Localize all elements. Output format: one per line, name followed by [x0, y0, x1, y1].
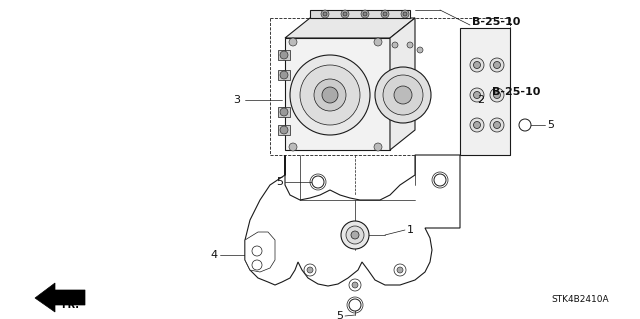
Circle shape — [363, 12, 367, 16]
Circle shape — [304, 264, 316, 276]
Circle shape — [434, 174, 446, 186]
Circle shape — [343, 12, 347, 16]
Circle shape — [490, 88, 504, 102]
Text: 5: 5 — [276, 177, 283, 187]
Polygon shape — [285, 38, 390, 150]
Circle shape — [300, 65, 360, 125]
Circle shape — [352, 282, 358, 288]
Circle shape — [346, 226, 364, 244]
Circle shape — [280, 108, 288, 116]
Polygon shape — [35, 283, 85, 312]
Polygon shape — [460, 28, 510, 155]
Circle shape — [289, 143, 297, 151]
Circle shape — [470, 88, 484, 102]
Circle shape — [493, 92, 500, 99]
Circle shape — [397, 267, 403, 273]
Circle shape — [470, 118, 484, 132]
Circle shape — [321, 10, 329, 18]
Text: B-25-10: B-25-10 — [492, 87, 540, 97]
Text: STK4B2410A: STK4B2410A — [551, 295, 609, 305]
Polygon shape — [245, 232, 275, 272]
Circle shape — [383, 75, 423, 115]
Bar — [278, 107, 290, 117]
Bar — [278, 125, 290, 135]
Circle shape — [490, 58, 504, 72]
Bar — [278, 70, 290, 80]
Circle shape — [493, 122, 500, 129]
Polygon shape — [390, 18, 415, 150]
Text: 3: 3 — [233, 95, 240, 105]
Circle shape — [394, 264, 406, 276]
Circle shape — [401, 10, 409, 18]
Circle shape — [322, 87, 338, 103]
Circle shape — [490, 118, 504, 132]
Circle shape — [407, 42, 413, 48]
Circle shape — [375, 67, 431, 123]
Text: 5: 5 — [547, 120, 554, 130]
Circle shape — [519, 119, 531, 131]
Circle shape — [323, 12, 327, 16]
Polygon shape — [285, 18, 415, 38]
Circle shape — [312, 176, 324, 188]
Circle shape — [351, 231, 359, 239]
Circle shape — [474, 92, 481, 99]
Circle shape — [493, 62, 500, 69]
Circle shape — [314, 79, 346, 111]
Circle shape — [307, 267, 313, 273]
Circle shape — [289, 38, 297, 46]
Polygon shape — [245, 155, 460, 286]
Circle shape — [403, 12, 407, 16]
Text: 4: 4 — [211, 250, 218, 260]
Circle shape — [394, 86, 412, 104]
Circle shape — [341, 10, 349, 18]
Text: 5: 5 — [336, 311, 343, 319]
Circle shape — [280, 51, 288, 59]
Circle shape — [341, 221, 369, 249]
Circle shape — [470, 58, 484, 72]
Text: 1: 1 — [407, 225, 414, 235]
Circle shape — [520, 120, 530, 130]
Circle shape — [474, 122, 481, 129]
Circle shape — [383, 12, 387, 16]
Circle shape — [417, 47, 423, 53]
Circle shape — [280, 71, 288, 79]
Text: FR.: FR. — [61, 300, 79, 310]
Circle shape — [374, 143, 382, 151]
Circle shape — [392, 42, 398, 48]
Circle shape — [474, 62, 481, 69]
Circle shape — [381, 10, 389, 18]
Bar — [278, 50, 290, 60]
Circle shape — [349, 279, 361, 291]
Circle shape — [290, 55, 370, 135]
Circle shape — [252, 260, 262, 270]
Text: B-25-10: B-25-10 — [472, 17, 520, 27]
Circle shape — [349, 299, 361, 311]
Text: 2: 2 — [477, 95, 484, 105]
Circle shape — [252, 246, 262, 256]
Circle shape — [361, 10, 369, 18]
Circle shape — [280, 126, 288, 134]
Circle shape — [374, 38, 382, 46]
Polygon shape — [310, 10, 410, 18]
